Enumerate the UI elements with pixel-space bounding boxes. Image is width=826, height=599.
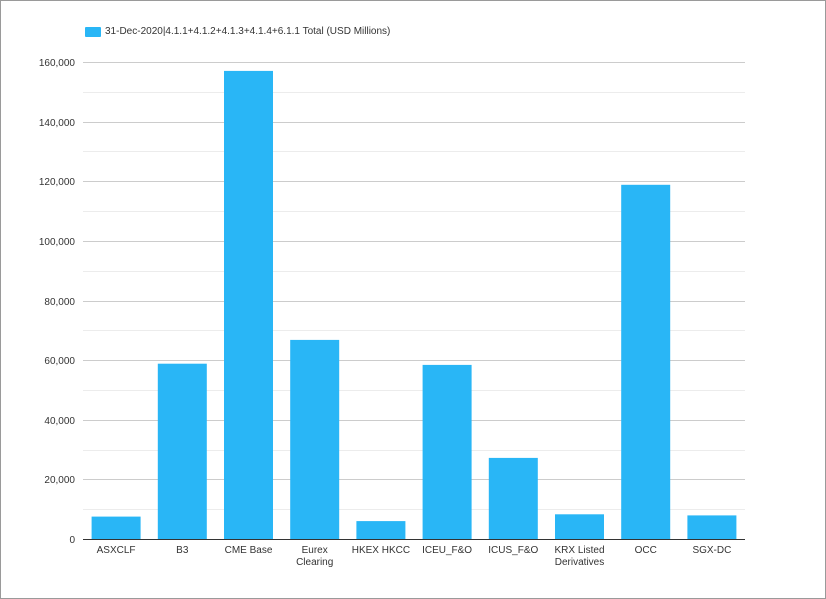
x-tick-label: SGX-DC [692,545,731,556]
legend[interactable]: 31-Dec-2020|4.1.1+4.1.2+4.1.3+4.1.4+6.1.… [85,26,390,37]
x-tick-label: KRX Listed Derivatives [554,545,604,568]
y-tick-label: 80,000 [44,297,75,308]
x-tick-label: HKEX HKCC [352,545,410,556]
y-tick-label: 160,000 [39,58,76,69]
legend-swatch [85,26,101,37]
y-tick-label: 140,000 [39,118,76,129]
y-tick-label: 40,000 [44,416,75,427]
bar[interactable] [621,184,671,540]
bar[interactable] [687,515,737,539]
bar[interactable] [422,364,472,539]
x-tick-label: ICUS_F&O [488,545,538,556]
y-tick-label: 120,000 [39,177,76,188]
x-tick-label: ICEU_F&O [422,545,472,556]
legend-label: 31-Dec-2020|4.1.1+4.1.2+4.1.3+4.1.4+6.1.… [105,26,391,37]
bar[interactable] [488,457,538,539]
bar[interactable] [290,339,340,539]
y-tick-label: 100,000 [39,237,76,248]
bar[interactable] [224,70,273,540]
y-tick-label: 0 [69,535,75,546]
bar[interactable] [157,363,207,539]
x-tick-label: B3 [176,545,189,556]
y-tick-label: 60,000 [44,356,75,367]
x-tick-label: Eurex Clearing [296,545,333,568]
x-tick-label: CME Base [225,545,273,556]
x-tick-label: OCC [635,545,657,556]
bar[interactable] [91,516,141,539]
x-tick-label: ASXCLF [97,545,136,556]
y-tick-label: 20,000 [44,475,75,486]
bar[interactable] [356,521,406,539]
bar[interactable] [555,514,604,539]
